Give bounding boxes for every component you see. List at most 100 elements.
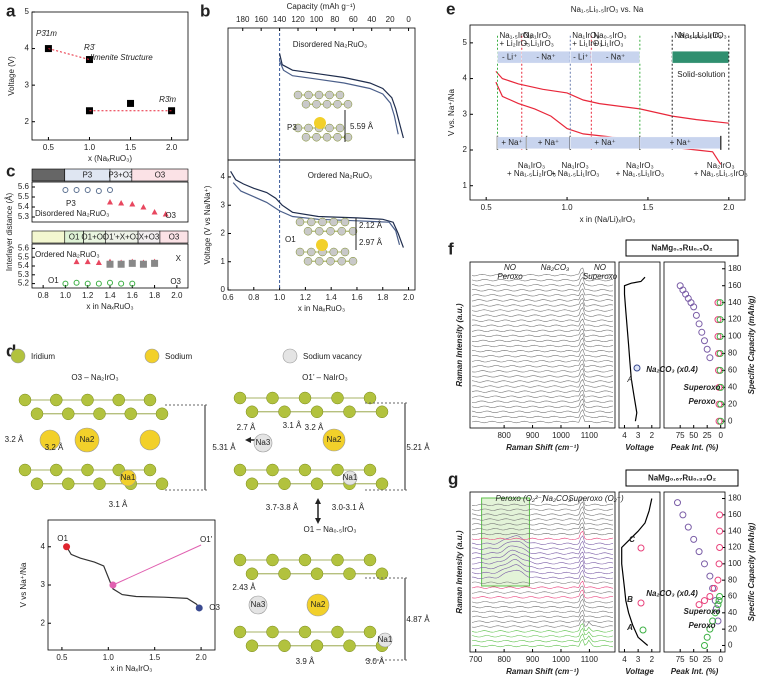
atom	[301, 132, 311, 142]
annotation: 2.97 Å	[359, 238, 383, 247]
y-tick-label: 2	[221, 229, 226, 238]
data-point	[706, 572, 714, 580]
peak-tick-label: 0	[718, 431, 723, 440]
x-tick-label: 1.4	[326, 293, 338, 302]
x-tick-label: 1.0	[103, 653, 115, 662]
atom	[343, 639, 356, 653]
highlight	[481, 497, 530, 587]
state-label: + Na₁.₅Li₁IrO₃	[616, 169, 665, 178]
y2-tick-label: 20	[728, 624, 737, 633]
state-label: + Li₁IrO₃	[593, 39, 623, 48]
atom	[310, 567, 324, 581]
spectrum	[471, 638, 614, 648]
peak-axis-label: Peak Int. (%)	[671, 443, 719, 452]
atom	[363, 625, 377, 639]
atom	[322, 99, 332, 109]
panel-label: b	[200, 1, 210, 20]
spectrum	[471, 535, 614, 545]
atom	[278, 477, 291, 491]
state-label: Na₁IrO₃	[518, 161, 545, 170]
x2-tick-label: 40	[367, 15, 376, 24]
spectrum	[471, 389, 614, 398]
data-point	[168, 107, 176, 115]
x-tick-label: 1.0	[60, 291, 72, 300]
phase-label: P3	[82, 171, 92, 180]
y2-tick-label: 160	[728, 510, 742, 519]
structure-label: 4.87 Å	[406, 615, 430, 624]
spectrum	[471, 585, 614, 594]
legend-label: Superoxo	[684, 607, 721, 616]
chart-title: NaMg₀.₆₇Ru₀.₃₃O₂	[648, 474, 717, 483]
spectrum	[472, 312, 614, 322]
data-line	[623, 276, 646, 422]
data-point	[716, 592, 724, 600]
plot-frame	[227, 159, 416, 291]
y-axis-label: Raman Intensity (a.u.)	[455, 303, 464, 386]
data-point	[139, 260, 147, 268]
x-tick-label: 1.5	[125, 143, 137, 152]
spectrum	[471, 545, 614, 555]
atom	[340, 247, 350, 257]
atom	[93, 477, 106, 491]
atom	[50, 393, 63, 407]
atom	[314, 117, 326, 129]
data-point	[714, 601, 722, 609]
atom	[363, 391, 377, 405]
data-point	[716, 333, 724, 341]
title-box	[625, 239, 739, 257]
x-tick-label: 900	[526, 431, 540, 440]
atom	[310, 477, 324, 491]
y-tick-label: 2	[463, 145, 468, 154]
atom	[278, 639, 291, 653]
data-point	[109, 581, 117, 589]
data-point	[714, 617, 722, 625]
atom	[337, 256, 346, 266]
arrow-head	[315, 498, 321, 504]
data-point	[714, 576, 722, 584]
peak-tick-label: 50	[689, 655, 698, 664]
x2-tick-label: 0	[406, 15, 411, 24]
data-point	[706, 592, 714, 600]
spectrum	[471, 367, 614, 378]
data-point	[714, 333, 722, 341]
y2-tick-label: 80	[728, 349, 737, 358]
voltage-tick-label: 3	[636, 431, 641, 440]
data-point	[703, 345, 711, 353]
x-tick-label: 0.8	[248, 293, 260, 302]
data-point	[84, 258, 91, 265]
spectrum	[471, 323, 614, 332]
x-tick-label: 2.0	[723, 203, 735, 212]
data-point	[715, 597, 723, 605]
structure-label: Na2	[327, 435, 342, 444]
data-point	[73, 279, 80, 286]
data-point	[695, 320, 703, 328]
atom	[266, 553, 279, 567]
spectrum	[471, 267, 614, 277]
atom	[333, 99, 342, 109]
x-tick-label: 0.6	[222, 293, 234, 302]
atom	[266, 463, 279, 477]
x-tick-label: 800	[497, 431, 511, 440]
atom	[363, 463, 377, 477]
data-point	[127, 99, 135, 107]
data-point	[95, 188, 102, 194]
structure-label: Na2	[80, 435, 95, 444]
chart-title: NaMg₀.₅Ru₀.₅O₂	[651, 244, 713, 253]
spectrum	[471, 282, 614, 292]
legend-label: Sodium vacancy	[303, 352, 362, 361]
annotation: X	[176, 254, 182, 263]
phase-band	[131, 168, 189, 182]
data-point	[162, 211, 169, 217]
x-tick-label: 0.8	[38, 291, 50, 300]
x2-tick-label: 180	[236, 15, 250, 24]
spectrum	[471, 302, 614, 312]
x-tick-label: 0.5	[43, 143, 55, 152]
y-axis-label: Raman Intensity (a.u.)	[455, 530, 464, 613]
state-marker	[637, 599, 645, 607]
atom	[62, 477, 75, 491]
atom	[303, 226, 313, 236]
atom	[293, 123, 303, 133]
legend-label: Sodium	[165, 352, 192, 361]
y-tick-label: 0	[221, 285, 226, 294]
plot-frame	[469, 24, 746, 201]
